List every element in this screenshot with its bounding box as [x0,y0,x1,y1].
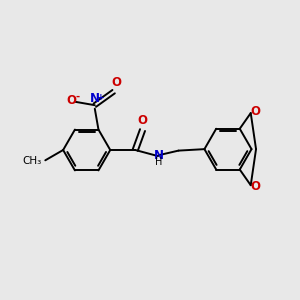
Text: -: - [76,92,80,101]
Text: O: O [250,105,260,118]
Text: O: O [112,76,122,89]
Text: O: O [137,113,147,127]
Text: +: + [98,93,105,102]
Text: N: N [90,92,100,105]
Text: N: N [154,149,164,162]
Text: O: O [250,180,260,193]
Text: CH₃: CH₃ [22,156,42,166]
Text: O: O [66,94,76,107]
Text: H: H [155,157,162,167]
